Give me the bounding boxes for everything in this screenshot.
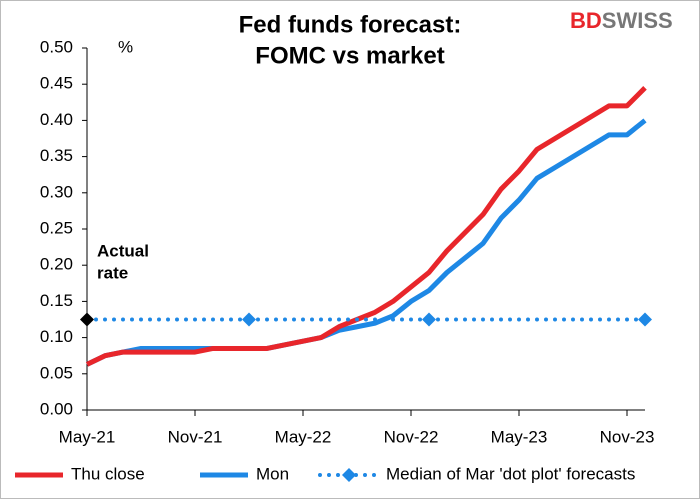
x-tick-label: May-23 [491, 427, 548, 446]
x-tick-label: May-22 [275, 427, 332, 446]
y-tick-label: 0.20 [40, 255, 73, 274]
y-tick-label: 0.25 [40, 218, 73, 237]
chart-title: Fed funds forecast: [239, 11, 462, 38]
logo-part: SWISS [602, 8, 673, 33]
y-tick-label: 0.15 [40, 291, 73, 310]
x-tick-label: May-21 [59, 427, 116, 446]
chart-title: FOMC vs market [255, 42, 444, 69]
logo: BDSWISS [570, 8, 673, 33]
marker [342, 468, 356, 482]
legend-label: Median of Mar 'dot plot' forecasts [386, 464, 635, 483]
marker [422, 312, 436, 327]
marker [242, 312, 256, 327]
y-tick-label: 0.40 [40, 110, 73, 129]
x-tick-label: Nov-23 [600, 427, 655, 446]
y-tick-label: 0.50 [40, 37, 73, 56]
marker [638, 312, 652, 327]
legend-label: Mon [256, 464, 289, 483]
x-tick-label: Nov-22 [384, 427, 439, 446]
y-tick-label: 0.10 [40, 327, 73, 346]
series-line [85, 86, 647, 367]
legend-label: Thu close [71, 464, 145, 483]
annotation: rate [97, 263, 128, 282]
y-tick-label: 0.30 [40, 182, 73, 201]
y-unit: % [118, 37, 133, 56]
y-tick-label: 0.00 [40, 399, 73, 418]
annotation: Actual [97, 241, 149, 260]
series-line [85, 118, 647, 367]
y-tick-label: 0.05 [40, 363, 73, 382]
y-tick-label: 0.45 [40, 74, 73, 93]
marker [80, 312, 94, 327]
x-tick-label: Nov-21 [168, 427, 223, 446]
y-tick-label: 0.35 [40, 146, 73, 165]
logo-part: BD [570, 8, 602, 33]
